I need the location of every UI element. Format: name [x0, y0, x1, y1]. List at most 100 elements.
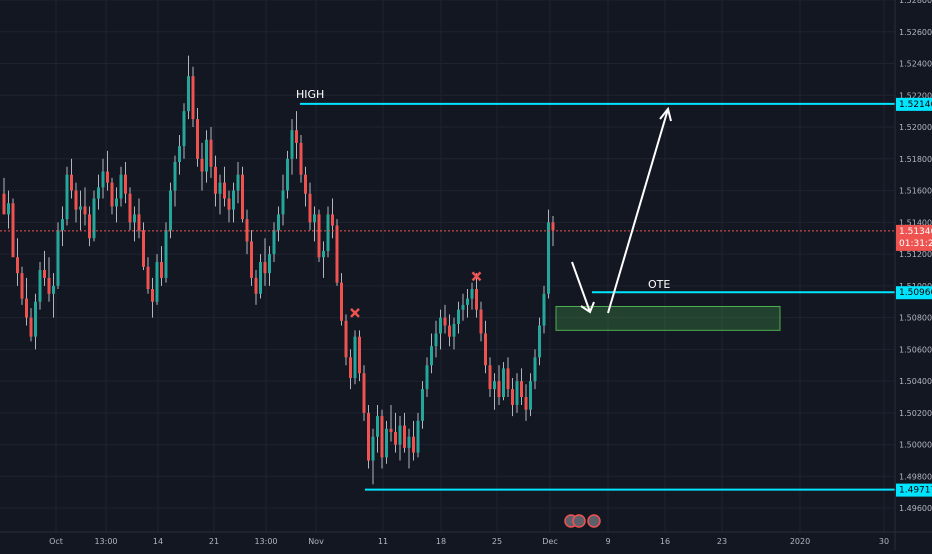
candle-body — [443, 317, 447, 326]
price-tick-label: 1.50600 — [899, 345, 932, 354]
candle-body — [124, 174, 127, 194]
candle-body — [475, 289, 478, 310]
svg-text:1.51346: 1.51346 — [899, 227, 932, 237]
current-price-badge: 1.51346 01:31:26 — [896, 224, 932, 251]
candle-body — [394, 431, 397, 445]
candle-body — [520, 381, 523, 398]
candle-body — [371, 436, 375, 461]
candle-body — [25, 298, 28, 318]
price-tick-label: 1.50400 — [899, 377, 932, 386]
candle-body — [376, 416, 379, 437]
candle-body — [551, 222, 555, 231]
arrow-down-head — [580, 301, 595, 314]
candle-body — [110, 182, 114, 207]
candle-body — [70, 174, 73, 191]
arrow-down-line — [571, 261, 591, 313]
candle-body — [313, 214, 316, 223]
candle-body — [236, 174, 240, 191]
candle-body — [461, 304, 465, 310]
x-marker — [471, 271, 482, 282]
price-tick-label: 1.49800 — [899, 472, 932, 481]
candle-body — [187, 76, 190, 112]
candlestick-series — [2, 55, 555, 485]
candle-body — [101, 171, 105, 188]
candle-body — [250, 241, 253, 278]
candle-body — [160, 262, 163, 278]
candle-body — [547, 222, 550, 294]
candle-body — [254, 277, 258, 294]
candle-body — [218, 182, 222, 194]
countdown-label: 01:31:26 — [899, 239, 932, 249]
candle-body — [97, 187, 100, 199]
time-tick-label: 30 — [879, 537, 889, 546]
time-axis[interactable]: Oct 13:00 14 21 13:00 Nov 11 18 25 Dec 9 16 23 2020 30 — [49, 537, 889, 546]
candle-body — [281, 190, 285, 215]
candle-body — [164, 230, 168, 278]
x-marker — [350, 307, 360, 318]
price-tick-label: 1.52600 — [899, 28, 932, 37]
candle-body — [263, 262, 267, 274]
time-tick-label: 25 — [492, 537, 502, 546]
candle-body — [529, 381, 532, 410]
candle-body — [322, 250, 325, 258]
svg-text:1.50960: 1.50960 — [899, 288, 932, 298]
price-tick-label: 1.52000 — [899, 123, 932, 132]
candle-body — [362, 373, 366, 413]
event-icon[interactable] — [587, 514, 601, 528]
candle-body — [196, 119, 199, 159]
time-tick-label: 21 — [209, 537, 219, 546]
candle-body — [142, 230, 145, 267]
candle-body — [128, 193, 132, 223]
candle-body — [43, 269, 46, 278]
candle-body — [232, 190, 235, 210]
candle-body — [119, 174, 123, 199]
candle-body — [353, 336, 357, 378]
high-price-badge: 1.52146 — [896, 97, 932, 111]
time-tick-label: 9 — [605, 537, 610, 546]
candle-body — [272, 230, 276, 255]
arrow-up-line — [607, 108, 669, 314]
price-tick-label: 1.51800 — [899, 155, 932, 164]
candle-body — [358, 336, 361, 374]
candle-body — [488, 365, 492, 390]
price-axis[interactable]: 1.52800 1.52600 1.52400 1.52200 1.52000 1.518… — [899, 0, 932, 513]
time-tick-label: 14 — [153, 537, 163, 546]
candle-body — [83, 206, 87, 215]
candle-body — [524, 397, 528, 410]
candle-body — [502, 368, 505, 398]
candle-body — [466, 298, 469, 305]
candle-body — [169, 190, 172, 231]
candle-body — [56, 230, 60, 286]
candle-body — [421, 389, 424, 421]
ote-zone-rectangle[interactable] — [555, 305, 781, 331]
candle-body — [16, 257, 19, 274]
candle-body — [344, 320, 348, 358]
candle-body — [29, 317, 33, 337]
svg-text:1.49717: 1.49717 — [899, 486, 932, 496]
candle-body — [457, 309, 460, 324]
candle-body — [209, 139, 213, 167]
candle-body — [79, 206, 82, 210]
candle-body — [515, 381, 519, 405]
event-icon[interactable] — [572, 514, 586, 528]
candle-body — [389, 428, 393, 432]
candle-body — [115, 198, 118, 207]
candle-body — [286, 158, 289, 191]
candle-body — [74, 190, 78, 210]
time-tick-label: Dec — [542, 537, 557, 546]
candle-body — [412, 436, 415, 453]
svg-text:1.52146: 1.52146 — [899, 100, 932, 110]
candle-body — [155, 262, 159, 302]
event-icons[interactable] — [564, 514, 601, 528]
candle-body — [106, 171, 109, 183]
candle-body — [268, 254, 271, 274]
candle-body — [223, 182, 226, 199]
candle-body — [326, 214, 330, 251]
candle-body — [299, 142, 303, 175]
candle-body — [452, 323, 456, 337]
candle-body — [479, 309, 483, 334]
candle-body — [137, 214, 141, 231]
candle-body — [448, 325, 451, 337]
candle-body — [245, 219, 249, 242]
